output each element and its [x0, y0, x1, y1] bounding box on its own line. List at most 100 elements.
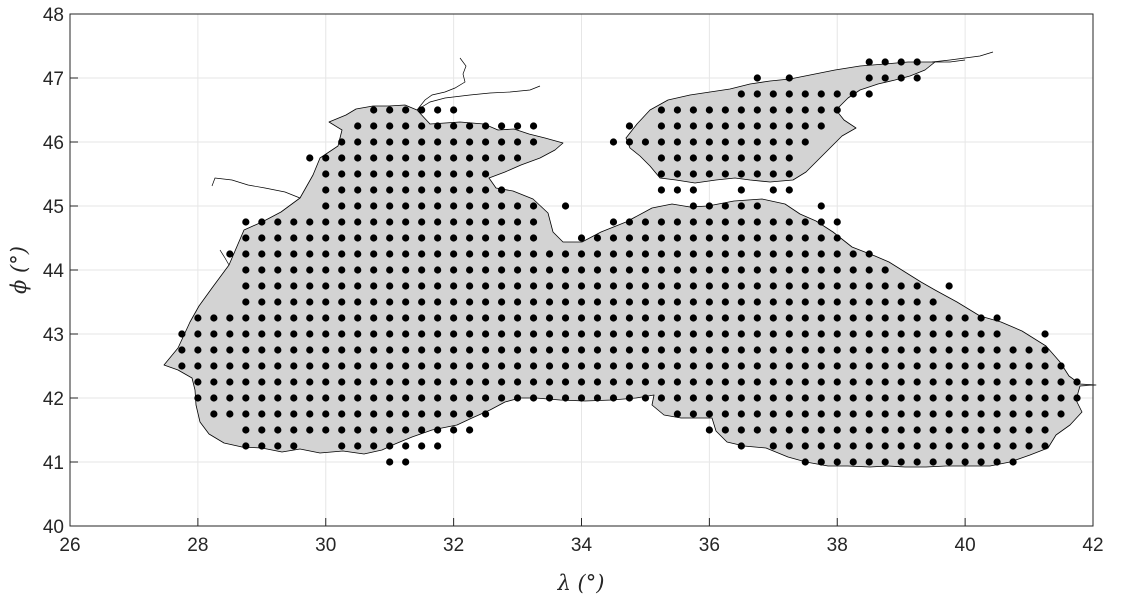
data-point [466, 314, 474, 322]
data-point [785, 122, 793, 130]
data-point [705, 394, 713, 402]
data-point [609, 394, 618, 402]
data-point [290, 442, 298, 450]
data-point [242, 362, 250, 370]
data-point [306, 410, 314, 418]
data-point [641, 394, 650, 402]
data-point [721, 122, 729, 130]
data-point [737, 234, 745, 242]
data-point [769, 218, 777, 226]
data-point [849, 282, 857, 290]
x-tick-label: 38 [827, 535, 848, 556]
data-point [577, 298, 586, 306]
data-point [785, 186, 793, 194]
data-point [290, 250, 298, 258]
data-point [609, 378, 618, 386]
y-tick-label: 44 [43, 261, 65, 282]
data-point [801, 106, 809, 114]
data-point [865, 298, 873, 306]
data-point [881, 426, 889, 434]
data-point [1057, 410, 1065, 418]
data-point [945, 378, 953, 386]
data-point [993, 426, 1001, 434]
data-point [785, 218, 793, 226]
data-point [274, 362, 282, 370]
data-point [913, 458, 921, 466]
data-point [226, 378, 234, 386]
data-point [721, 202, 729, 210]
data-point [290, 378, 298, 386]
data-point [769, 346, 777, 354]
data-point [833, 442, 841, 450]
data-point [450, 314, 458, 322]
data-point [354, 138, 362, 146]
data-point [466, 122, 474, 130]
data-point [657, 138, 666, 146]
data-point [817, 442, 825, 450]
data-point [625, 282, 634, 290]
data-point [945, 362, 953, 370]
data-point [897, 410, 905, 418]
data-point [370, 138, 378, 146]
data-point [753, 122, 761, 130]
data-point [418, 426, 426, 434]
data-point [577, 378, 586, 386]
data-point [849, 250, 857, 258]
data-point [673, 346, 682, 354]
data-point [737, 138, 745, 146]
data-point [338, 234, 346, 242]
data-point [402, 250, 410, 258]
data-point [849, 90, 857, 98]
data-point [609, 234, 618, 242]
data-point [561, 282, 570, 290]
data-point [434, 186, 442, 194]
data-point [673, 106, 682, 114]
data-point [865, 410, 873, 418]
data-point [625, 362, 634, 370]
data-point [450, 282, 458, 290]
data-point [689, 378, 697, 386]
data-point [593, 378, 602, 386]
data-point [753, 106, 761, 114]
data-point [210, 330, 218, 338]
data-point [354, 442, 362, 450]
data-point [609, 346, 618, 354]
data-point [673, 314, 682, 322]
data-point [609, 282, 618, 290]
data-point [769, 282, 777, 290]
data-point [593, 346, 602, 354]
data-point [386, 218, 394, 226]
y-tick-label: 47 [43, 69, 64, 90]
data-point [561, 202, 570, 210]
data-point [418, 106, 426, 114]
data-point [721, 330, 729, 338]
data-point [737, 362, 745, 370]
data-point [993, 330, 1001, 338]
data-point [370, 266, 378, 274]
data-point [817, 346, 825, 354]
data-point [977, 442, 985, 450]
data-point [258, 234, 266, 242]
data-point [434, 202, 442, 210]
data-point [194, 330, 202, 338]
data-point [210, 378, 218, 386]
data-point [961, 426, 969, 434]
data-point [641, 314, 650, 322]
data-point [865, 394, 873, 402]
data-point [513, 234, 522, 242]
data-point [657, 106, 666, 114]
data-point [354, 410, 362, 418]
data-point [945, 282, 953, 290]
data-point [673, 410, 682, 418]
data-point [913, 298, 921, 306]
river-bug [416, 85, 541, 111]
data-point [865, 74, 873, 82]
data-point [402, 442, 410, 450]
data-point [322, 362, 330, 370]
data-point [386, 394, 394, 402]
data-point [721, 426, 729, 434]
data-point [737, 122, 745, 130]
tick-labels: 26 28 30 32 34 36 38 40 42 40 41 42 43 44 45 46 47 48 [43, 5, 1104, 556]
data-point [1009, 362, 1017, 370]
data-point [609, 314, 618, 322]
